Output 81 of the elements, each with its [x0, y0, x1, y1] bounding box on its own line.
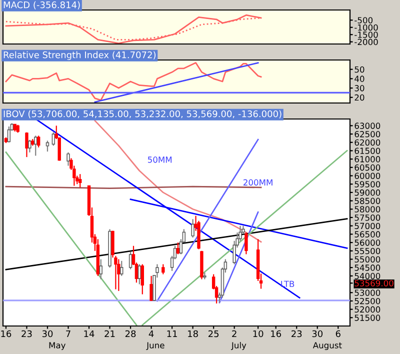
y-tick-label: 63000 [354, 122, 380, 129]
candlestick [120, 260, 124, 276]
x-tick-label: 25 [208, 330, 219, 338]
x-tick-label: 23 [22, 330, 32, 338]
candlestick [78, 174, 82, 188]
candlestick [114, 255, 118, 290]
candlestick [191, 218, 194, 238]
x-tick-label: 10 [253, 330, 264, 338]
candlestick [138, 264, 142, 285]
candlestick [150, 275, 153, 302]
y-tick-label: -500 [354, 17, 373, 24]
chart-title: Relative Strength Index (41.7072) [4, 51, 156, 60]
line-series [5, 62, 262, 101]
y-tick-label: 54000 [354, 272, 380, 280]
annotation: 50MM [148, 156, 172, 163]
candlestick [66, 152, 70, 166]
y-tick-label: 54500 [354, 264, 380, 271]
candlestick [7, 126, 11, 143]
candlestick [117, 258, 120, 292]
y-tick-label: 55500 [354, 248, 380, 254]
candlestick [162, 264, 165, 275]
y-tick-label: 40 [354, 76, 364, 82]
x-tick-label: 30 [42, 330, 53, 338]
x-tick-label: 16 [1, 330, 12, 338]
candlestick [140, 264, 144, 295]
candlestick [176, 242, 180, 255]
y-tick-label: 56000 [354, 240, 380, 246]
y-tick-label: -1000 [354, 24, 378, 31]
y-tick-label: -1500 [354, 32, 378, 38]
x-tick-label: 6 [336, 330, 340, 338]
y-tick-label: 57000 [354, 222, 380, 230]
x-tick-label: 30 [312, 330, 323, 338]
candlestick [46, 140, 50, 152]
chart-title: IBOV (53,706.00, 54,135.00, 53,232.00, 53,569.00, -136.000) [4, 110, 282, 118]
annotation: LTB [281, 280, 294, 287]
y-tick-label: 50 [354, 66, 364, 73]
x-tick-label: 11 [167, 330, 177, 338]
y-tick-label: 58000 [354, 206, 380, 212]
candlestick [28, 139, 32, 153]
y-tick-label: 56500 [354, 231, 380, 238]
y-tick-label: 62500 [354, 131, 380, 138]
text: May [49, 342, 66, 350]
y-tick-label: 61000 [354, 156, 380, 162]
text: June [146, 342, 164, 350]
x-tick-label: 14 [84, 330, 94, 338]
x-tick-label: 16 [271, 330, 282, 338]
candlestick [99, 258, 102, 280]
x-tick-label: 23 [292, 330, 302, 338]
y-tick-label: 55000 [354, 256, 380, 263]
candlestick [36, 135, 40, 148]
y-tick-label: 51500 [354, 314, 380, 321]
candlestick [34, 135, 38, 156]
x-tick-label: 7 [66, 330, 70, 338]
y-tick-label: 59000 [354, 189, 380, 196]
y-tick-label: 52000 [354, 306, 380, 313]
y-tick-label: 57500 [354, 214, 380, 221]
candlestick [244, 232, 248, 255]
candlestick [128, 251, 132, 270]
y-tick-label: -2000 [354, 38, 378, 46]
y-tick-label: 53000 [354, 290, 380, 296]
candlestick [52, 132, 56, 146]
text: July [231, 342, 246, 350]
x-tick-label: 4 [148, 330, 154, 338]
y-tick-label: 20 [354, 94, 364, 101]
x-tick-label: 18 [188, 330, 198, 338]
y-tick-label: 60000 [354, 172, 380, 180]
y-tick-label: 59500 [354, 181, 380, 188]
candlestick [25, 132, 28, 158]
y-tick-label: 61500 [354, 148, 380, 154]
annotation: 200MM [244, 179, 272, 186]
x-tick-label: 28 [125, 330, 136, 338]
y-tick-label: 52500 [354, 298, 380, 304]
chart-title: MACD (-356.814) [4, 1, 80, 10]
y-tick-label: 53569.00 [354, 280, 394, 286]
x-tick-label: 21 [104, 330, 115, 338]
y-tick-label: 58500 [354, 198, 380, 204]
y-tick-label: 62000 [354, 139, 380, 146]
text: August [312, 342, 342, 350]
y-tick-label: 30 [354, 85, 364, 92]
y-tick-label: 60500 [354, 164, 380, 171]
x-tick-label: 2 [232, 330, 236, 338]
